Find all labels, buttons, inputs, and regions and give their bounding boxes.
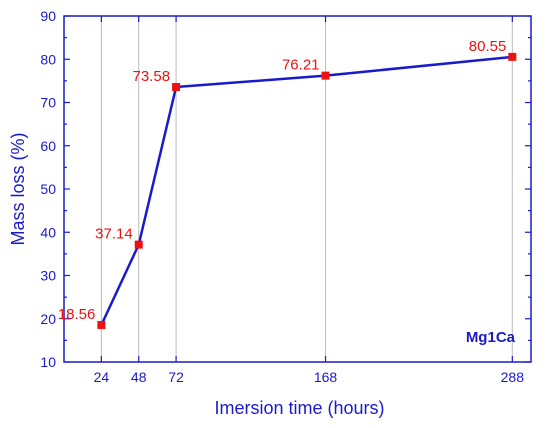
y-tick-label-50: 50 [40,181,56,197]
x-tick-label-288: 288 [501,369,525,385]
data-label-24: 18.56 [58,306,96,323]
data-point-288 [508,52,517,61]
x-tick-label-72: 72 [168,369,184,385]
data-point-168 [321,71,330,80]
y-tick-label-20: 20 [40,311,56,327]
y-tick-label-30: 30 [40,268,56,284]
x-tick-label-48: 48 [131,369,147,385]
y-tick-label-10: 10 [40,354,56,370]
y-tick-label-80: 80 [40,51,56,67]
data-label-48: 37.14 [95,226,133,243]
series-mass-loss [97,52,517,329]
y-axis-label: Mass loss (%) [8,132,28,245]
y-tick-label-70: 70 [40,95,56,111]
data-point-24 [97,320,106,329]
data-point-72 [172,83,181,92]
y-tick-label-40: 40 [40,224,56,240]
data-label-288: 80.55 [469,38,507,55]
data-label-168: 76.21 [282,57,320,74]
y-tick-label-90: 90 [40,8,56,24]
x-tick-label-168: 168 [314,369,338,385]
axis-ticks: 10 20 30 40 50 60 70 80 90 24 48 72 168 288 [40,8,531,385]
data-labels: 18.56 37.14 73.58 76.21 80.55 [58,38,507,323]
y-tick-label-60: 60 [40,138,56,154]
x-axis-label: Imersion time (hours) [214,398,384,418]
x-tick-label-24: 24 [94,369,110,385]
series-line [100,55,513,326]
data-point-48 [134,240,143,249]
series-annotation: Mg1Ca [466,329,516,346]
data-label-72: 73.58 [133,68,171,85]
